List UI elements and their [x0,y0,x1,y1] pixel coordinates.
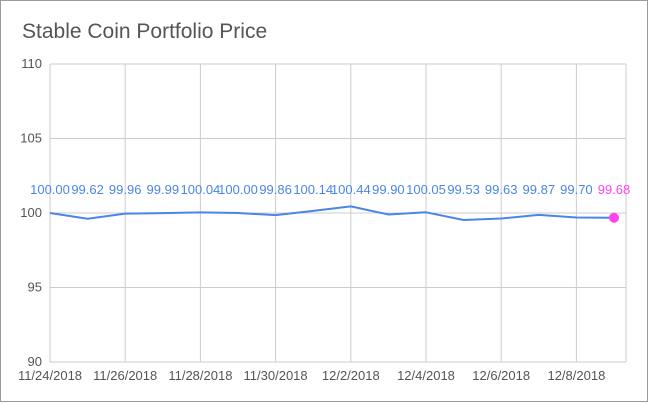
data-label: 99.62 [71,182,104,197]
data-label: 100.05 [406,182,446,197]
x-tick-label: 12/8/2018 [547,368,605,383]
y-tick-label: 105 [20,131,42,146]
data-label: 99.68 [598,182,631,197]
x-tick-label: 12/2/2018 [322,368,380,383]
data-label: 100.14 [293,182,333,197]
y-tick-label: 100 [20,205,42,220]
data-label: 100.00 [30,182,70,197]
x-tick-label: 11/24/2018 [18,368,82,383]
data-label: 99.87 [523,182,556,197]
highlight-point [609,212,619,223]
data-label: 100.04 [181,182,221,197]
x-tick-label: 11/28/2018 [168,368,232,383]
data-label: 99.90 [372,182,405,197]
series-line [49,205,615,221]
x-tick-label: 11/30/2018 [244,368,308,383]
series-line-group [49,205,619,223]
x-axis-ticks: 11/24/2018 11/26/2018 11/28/2018 11/30/2018… [18,368,605,383]
data-label: 100.00 [218,182,258,197]
data-label: 99.96 [109,182,142,197]
y-tick-label: 95 [28,280,42,295]
data-label: 99.70 [560,182,593,197]
data-label: 99.86 [259,182,292,197]
x-tick-label: 11/26/2018 [93,368,157,383]
x-tick-label: 12/6/2018 [472,368,530,383]
data-label: 99.53 [447,182,480,197]
y-tick-label: 90 [28,354,42,369]
x-tick-label: 12/4/2018 [397,368,455,383]
data-label: 99.63 [485,182,518,197]
data-label: 99.99 [147,182,180,197]
data-label: 100.44 [331,182,371,197]
chart-title: Stable Coin Portfolio Price [22,20,268,43]
y-axis-ticks: 90 95 100 105 110 [20,56,42,369]
y-tick-label: 110 [21,56,42,71]
